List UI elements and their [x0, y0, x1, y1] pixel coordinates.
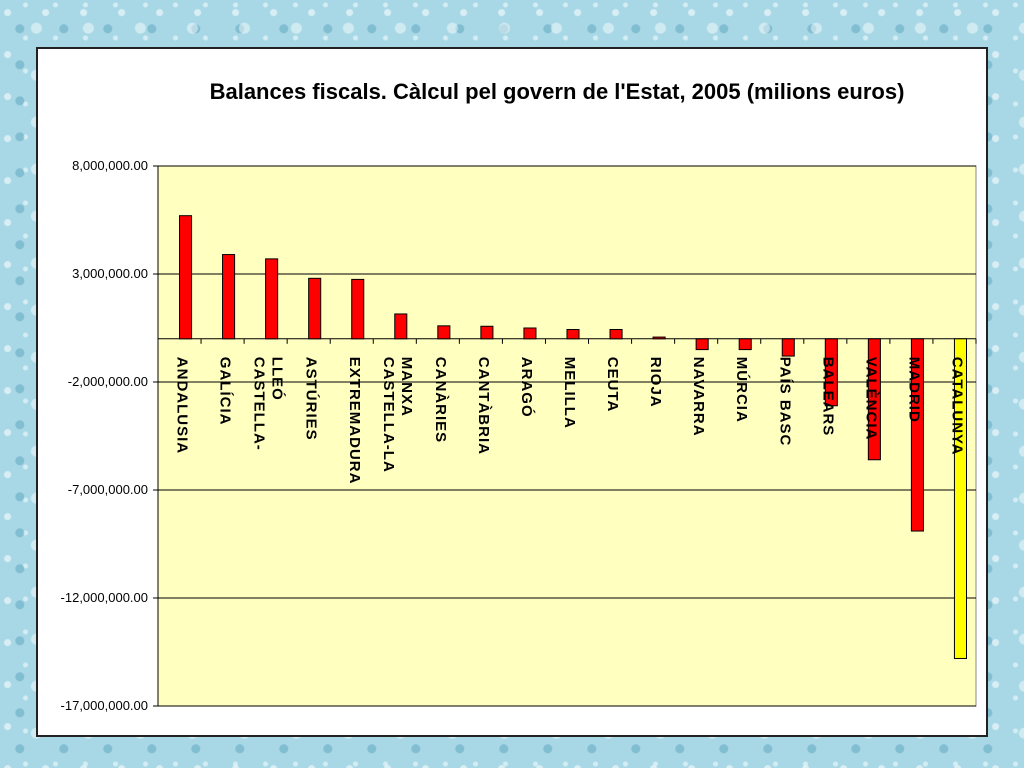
y-tick-label: -7,000,000.00 [68, 482, 148, 497]
y-tick-label: -12,000,000.00 [61, 590, 148, 605]
bar [910, 338, 924, 532]
bar [652, 336, 666, 340]
category-label: MÚRCIA [733, 357, 751, 423]
plot-background [157, 165, 977, 707]
category-label: CATALUNYA [949, 357, 966, 456]
category-label: CEUTA [604, 357, 621, 413]
category-label: MANXA [398, 357, 415, 417]
category-label: CANTÀBRIA [475, 357, 492, 455]
y-tick-label: -17,000,000.00 [61, 698, 148, 713]
category-label: CASTELLA- [251, 357, 268, 451]
bar [609, 329, 623, 340]
category-label: GALÍCIA [217, 357, 234, 426]
y-tick-label: -2,000,000.00 [68, 374, 148, 389]
bar [523, 327, 537, 340]
bar [394, 313, 408, 340]
bar-chart: Balances fiscals. Càlcul pel govern de l… [61, 79, 977, 713]
bar [738, 338, 752, 351]
bar [308, 277, 322, 340]
bar [480, 325, 494, 340]
category-label: LLEÓ [269, 357, 287, 401]
bar [222, 254, 236, 340]
category-label: MELILLA [561, 357, 578, 429]
bar [566, 329, 580, 340]
category-label: PAÍS BASC [776, 357, 793, 447]
category-label: RIOJA [647, 357, 664, 408]
bar [824, 338, 838, 407]
category-label: MADRID [905, 357, 922, 423]
category-label: ASTÚRIES [303, 357, 321, 441]
bar [178, 215, 193, 340]
y-tick-label: 3,000,000.00 [72, 266, 148, 281]
bar [867, 338, 881, 461]
category-label: EXTREMADURA [346, 357, 363, 485]
bar [265, 258, 279, 340]
category-label: CANÀRIES [432, 357, 449, 443]
category-label: NAVARRA [690, 357, 707, 437]
y-tick-label: 8,000,000.00 [72, 158, 148, 173]
category-label: ANDALUSIA [174, 357, 191, 454]
category-label: CASTELLA-LA [380, 357, 397, 473]
bar [953, 338, 968, 659]
bar [781, 338, 795, 357]
category-label: ARAGÓ [518, 357, 536, 418]
chart-frame: Balances fiscals. Càlcul pel govern de l… [36, 47, 988, 737]
bar [437, 325, 451, 340]
category-label: VALÈNCIA [862, 357, 879, 441]
bar [695, 338, 709, 351]
bar [351, 278, 365, 340]
category-label: BALEARS [819, 357, 836, 437]
chart-title: Balances fiscals. Càlcul pel govern de l… [210, 79, 905, 104]
plot-area: 8,000,000.00 3,000,000.00 -2,000,000.00 -7,… [61, 158, 977, 713]
